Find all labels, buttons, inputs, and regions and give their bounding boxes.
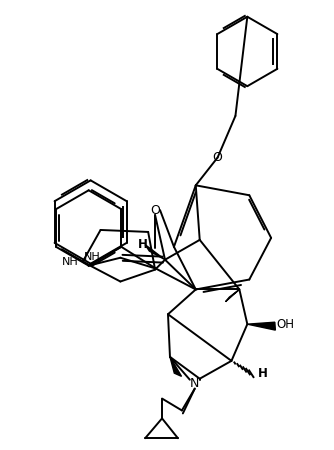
- Text: O: O: [213, 151, 222, 164]
- Text: H: H: [258, 367, 268, 380]
- Text: OH: OH: [276, 318, 294, 331]
- Text: O: O: [150, 203, 160, 216]
- Polygon shape: [247, 322, 275, 330]
- Text: N: N: [190, 377, 199, 390]
- Polygon shape: [225, 289, 239, 302]
- Text: H: H: [138, 238, 148, 252]
- Text: NH: NH: [62, 256, 79, 267]
- Polygon shape: [170, 357, 182, 376]
- Polygon shape: [145, 244, 165, 260]
- Text: NH: NH: [84, 252, 101, 262]
